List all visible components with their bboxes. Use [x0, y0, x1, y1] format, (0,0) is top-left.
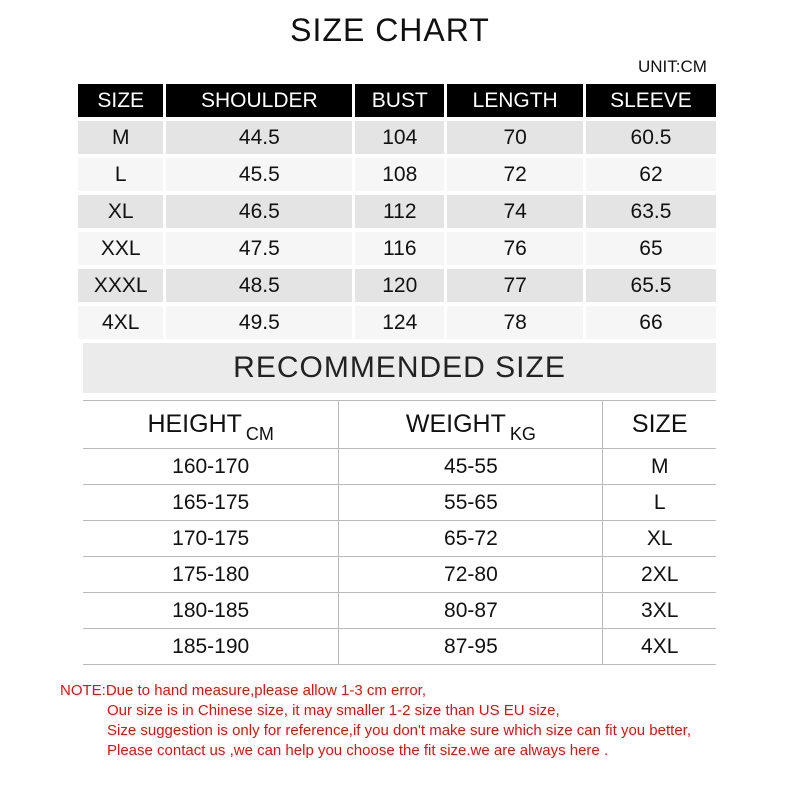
table-row: 160-170 45-55 M [83, 448, 716, 485]
column-header: SLEEVE [585, 84, 716, 117]
table-cell: M [78, 121, 164, 154]
note-line: Our size is in Chinese size, it may smal… [107, 702, 560, 719]
table-cell: XL [78, 195, 164, 228]
column-header-unit: CM [245, 424, 274, 444]
column-header: BUST [355, 84, 445, 117]
table-cell: 3XL [602, 592, 716, 629]
table-cell: 65.5 [585, 269, 716, 302]
table-row: XXXL 48.5 120 77 65.5 [78, 269, 716, 302]
note-line: NOTE:Due to hand measure,please allow 1-… [60, 682, 426, 699]
table-cell: 80-87 [338, 592, 604, 629]
table-cell: 65 [585, 232, 716, 265]
table-cell: 87-95 [338, 628, 604, 665]
table-cell: 55-65 [338, 484, 604, 521]
note-line: Please contact us ,we can help you choos… [107, 742, 609, 759]
note-line: Size suggestion is only for reference,if… [107, 722, 691, 739]
table-row: 180-185 80-87 3XL [83, 592, 716, 629]
table-cell: 4XL [78, 306, 164, 339]
column-header-label: HEIGHT [147, 410, 242, 438]
table-cell: 175-180 [83, 556, 340, 593]
size-chart-table: SIZE SHOULDER BUST LENGTH SLEEVE M 44.5 104 70 60… [75, 80, 719, 343]
column-header: SHOULDER [166, 84, 353, 117]
table-cell: 160-170 [83, 448, 340, 485]
table-cell: L [602, 484, 716, 521]
table-cell: 63.5 [585, 195, 716, 228]
unit-label: UNIT:CM [638, 57, 707, 76]
column-header: WEIGHT KG [338, 400, 604, 449]
table-cell: 47.5 [166, 232, 353, 265]
table-cell: XXXL [78, 269, 164, 302]
table-row: 4XL 49.5 124 78 66 [78, 306, 716, 339]
column-header: SIZE [602, 400, 716, 449]
column-header: SIZE [78, 84, 164, 117]
table-row: 165-175 55-65 L [83, 484, 716, 521]
table-cell: 78 [447, 306, 583, 339]
table-cell: 45-55 [338, 448, 604, 485]
column-header: LENGTH [447, 84, 583, 117]
table-row: XL 46.5 112 74 63.5 [78, 195, 716, 228]
table-cell: M [602, 448, 716, 485]
table-cell: 124 [355, 306, 445, 339]
table-cell: XXL [78, 232, 164, 265]
table-row: L 45.5 108 72 62 [78, 158, 716, 191]
table-cell: 108 [355, 158, 445, 191]
table-row: 170-175 65-72 XL [83, 520, 716, 557]
table-cell: 44.5 [166, 121, 353, 154]
table-cell: XL [602, 520, 716, 557]
table-cell: 170-175 [83, 520, 340, 557]
table-cell: 116 [355, 232, 445, 265]
recommended-size-table: HEIGHT CM WEIGHT KG SIZE 160-170 45-55 M 165-175… [83, 400, 716, 665]
table-cell: 4XL [602, 628, 716, 665]
column-header: HEIGHT CM [83, 400, 340, 449]
table-cell: 185-190 [83, 628, 340, 665]
table-cell: 70 [447, 121, 583, 154]
table-cell: 120 [355, 269, 445, 302]
table-cell: 77 [447, 269, 583, 302]
table-cell: 2XL [602, 556, 716, 593]
recommended-size-title: RECOMMENDED SIZE [83, 343, 716, 393]
table-cell: 62 [585, 158, 716, 191]
column-header-label: WEIGHT [405, 410, 506, 438]
table-row: 175-180 72-80 2XL [83, 556, 716, 593]
note: NOTE:Due to hand measure,please allow 1-… [60, 681, 691, 761]
table-cell: 72-80 [338, 556, 604, 593]
table-cell: 66 [585, 306, 716, 339]
table-cell: 74 [447, 195, 583, 228]
column-header-label: SIZE [631, 410, 688, 438]
table-cell: 48.5 [166, 269, 353, 302]
table-row: M 44.5 104 70 60.5 [78, 121, 716, 154]
table-cell: 60.5 [585, 121, 716, 154]
table-cell: 72 [447, 158, 583, 191]
column-header-unit: KG [509, 424, 536, 444]
table-cell: 112 [355, 195, 445, 228]
table-row: 185-190 87-95 4XL [83, 628, 716, 665]
table-cell: 165-175 [83, 484, 340, 521]
table-cell: 65-72 [338, 520, 604, 557]
table-cell: 46.5 [166, 195, 353, 228]
page-title: SIZE CHART [290, 12, 490, 48]
table-cell: 49.5 [166, 306, 353, 339]
table-cell: L [78, 158, 164, 191]
table-cell: 45.5 [166, 158, 353, 191]
table-row: XXL 47.5 116 76 65 [78, 232, 716, 265]
table-cell: 104 [355, 121, 445, 154]
table-cell: 180-185 [83, 592, 340, 629]
table-cell: 76 [447, 232, 583, 265]
